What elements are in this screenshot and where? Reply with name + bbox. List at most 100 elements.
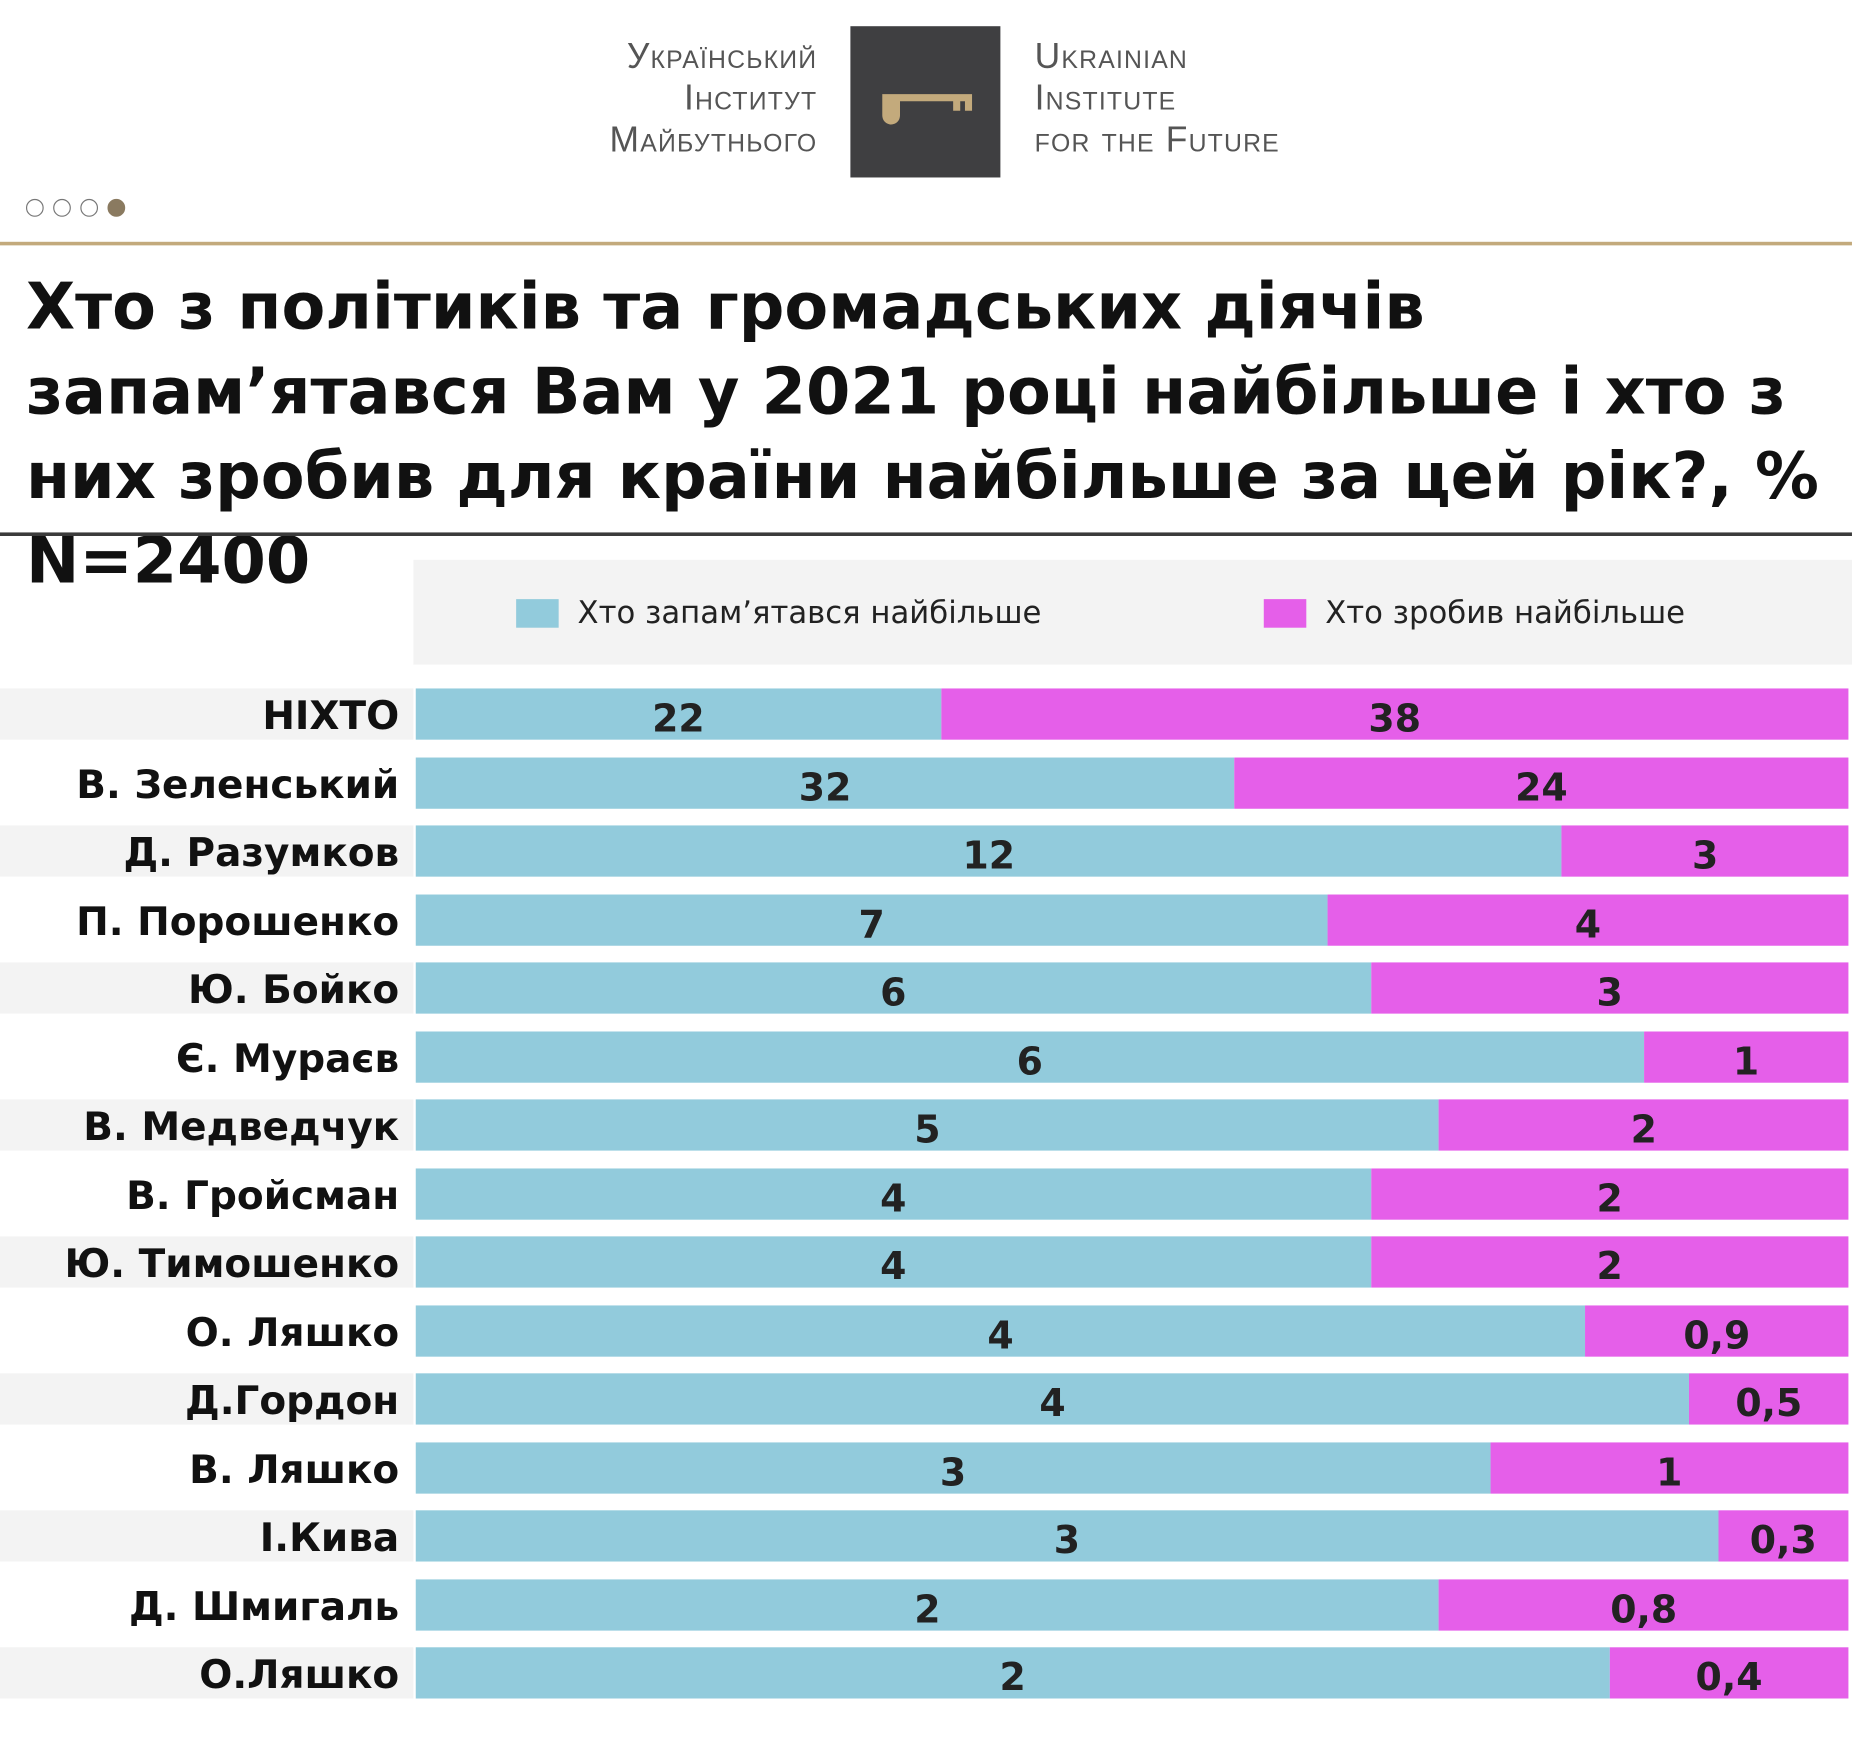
- data-label: 0,8: [1610, 1585, 1678, 1632]
- row-label-background: [0, 1099, 414, 1151]
- category-label: Д. Разумков: [123, 829, 400, 876]
- data-label: 2: [1596, 1175, 1623, 1221]
- divider: [0, 532, 1852, 536]
- bar-remembered: 12: [415, 825, 1562, 878]
- page-dot-1[interactable]: [25, 198, 44, 217]
- data-label: 6: [880, 969, 907, 1015]
- logo-text-ua: Український Інститут Майбутнього: [610, 36, 818, 161]
- row-label-background: [0, 1236, 414, 1288]
- page-dot-3[interactable]: [80, 198, 99, 217]
- data-label: 4: [880, 1243, 907, 1289]
- bar-did-most: 4: [1327, 893, 1849, 947]
- logo-en-line: Institute: [1034, 78, 1177, 118]
- bar-did-most: 3: [1370, 962, 1849, 1015]
- category-label: Ю. Бойко: [188, 965, 400, 1013]
- logo-ua-line: Український: [626, 36, 818, 77]
- data-label: 38: [1368, 695, 1422, 741]
- data-label: 2: [1596, 1243, 1623, 1289]
- row-label-background: [0, 1373, 414, 1425]
- bar-remembered: 3: [415, 1441, 1491, 1495]
- page-dot-2[interactable]: [53, 198, 71, 217]
- data-label: 32: [798, 764, 852, 810]
- data-label: 1: [1732, 1038, 1760, 1084]
- bar-did-most: 2: [1370, 1167, 1849, 1221]
- bar-did-most: 3: [1561, 825, 1849, 878]
- data-label: 22: [652, 695, 705, 741]
- bar-did-most: 0,8: [1439, 1578, 1849, 1632]
- data-label: 7: [858, 901, 885, 947]
- bar-remembered: 32: [415, 756, 1235, 810]
- bar-did-most: 24: [1234, 756, 1849, 810]
- logo-en-line: for the Future: [1034, 120, 1280, 160]
- category-label: Д. Шмигаль: [128, 1582, 400, 1629]
- category-label: В. Зеленський: [76, 760, 400, 807]
- category-label: О. Ляшко: [185, 1308, 400, 1355]
- data-label: 24: [1515, 764, 1568, 810]
- bar-did-most: 0,5: [1689, 1373, 1849, 1426]
- slide-pagination: [25, 198, 126, 217]
- logo-key-icon: [850, 26, 1001, 178]
- logo-ua-line: Майбутнього: [609, 120, 818, 160]
- bar-did-most: 2: [1439, 1099, 1849, 1152]
- data-label: 2: [914, 1585, 941, 1632]
- data-label: 0,4: [1695, 1654, 1763, 1700]
- bar-did-most: 2: [1370, 1236, 1849, 1289]
- category-label: В. Медведчук: [83, 1102, 400, 1150]
- bar-did-most: 0,3: [1718, 1510, 1849, 1563]
- bar-remembered: 3: [415, 1510, 1719, 1563]
- bar-remembered: 6: [415, 962, 1371, 1015]
- legend-item-remembered: Хто запам’ятався найбільше: [516, 595, 1042, 632]
- data-label: 4: [880, 1175, 907, 1221]
- data-label: 12: [962, 832, 1016, 878]
- legend-item-did-most: Хто зробив найбільше: [1263, 595, 1686, 632]
- data-label: 2: [1630, 1106, 1657, 1152]
- category-label: Є. Мураєв: [176, 1034, 400, 1081]
- data-label: 4: [987, 1311, 1014, 1358]
- data-label: 3: [939, 1448, 967, 1495]
- bar-did-most: 1: [1643, 1030, 1849, 1084]
- bar-remembered: 7: [415, 893, 1328, 947]
- category-label: В. Ляшко: [189, 1445, 400, 1492]
- data-label: 3: [1053, 1517, 1081, 1563]
- logo-ua-line: Інститут: [683, 78, 818, 118]
- bar-remembered: 6: [415, 1030, 1644, 1084]
- logo-text-en: Ukrainian Institute for the Future: [1035, 36, 1280, 161]
- category-label: О.Ляшко: [199, 1650, 400, 1698]
- chart-title: Хто з політиків та громадських діячів за…: [25, 269, 1819, 598]
- data-label: 2: [999, 1654, 1026, 1700]
- data-label: 4: [1039, 1380, 1066, 1426]
- legend-label: Хто зробив найбільше: [1325, 595, 1686, 632]
- bar-remembered: 4: [415, 1304, 1586, 1358]
- bar-did-most: 0,9: [1585, 1304, 1849, 1357]
- category-label: Ю. Тимошенко: [64, 1239, 400, 1287]
- row-label-background: [0, 825, 414, 877]
- row-label-background: [0, 962, 414, 1014]
- row-label-background: [0, 1510, 414, 1562]
- bar-remembered: 5: [415, 1099, 1440, 1152]
- data-label: 6: [1016, 1038, 1043, 1084]
- data-label: 1: [1656, 1448, 1683, 1495]
- category-label: Д.Гордон: [184, 1376, 400, 1424]
- data-label: 3: [1596, 969, 1623, 1015]
- row-label-background: [0, 688, 414, 740]
- data-label: 0,3: [1749, 1517, 1817, 1563]
- divider: [0, 241, 1852, 246]
- bar-remembered: 4: [415, 1236, 1371, 1289]
- legend-label: Хто запам’ятався найбільше: [577, 595, 1042, 632]
- bar-remembered: 4: [415, 1167, 1371, 1221]
- category-label: В. Гройсман: [126, 1171, 400, 1218]
- legend-swatch: [1263, 599, 1307, 628]
- page-dot-4-active[interactable]: [107, 198, 126, 217]
- data-label: 4: [1574, 901, 1602, 947]
- logo-en-line: Ukrainian: [1034, 36, 1189, 77]
- bar-did-most: 38: [941, 688, 1849, 741]
- bar-did-most: 1: [1490, 1441, 1849, 1495]
- bar-remembered: 2: [415, 1578, 1440, 1632]
- row-label-background: [0, 1647, 414, 1699]
- legend-swatch: [516, 599, 559, 628]
- category-label: І.Кива: [259, 1513, 400, 1561]
- category-label: НІХТО: [262, 692, 400, 739]
- data-label: 5: [914, 1106, 941, 1152]
- bar-did-most: 0,4: [1609, 1647, 1849, 1700]
- data-label: 0,5: [1735, 1380, 1803, 1426]
